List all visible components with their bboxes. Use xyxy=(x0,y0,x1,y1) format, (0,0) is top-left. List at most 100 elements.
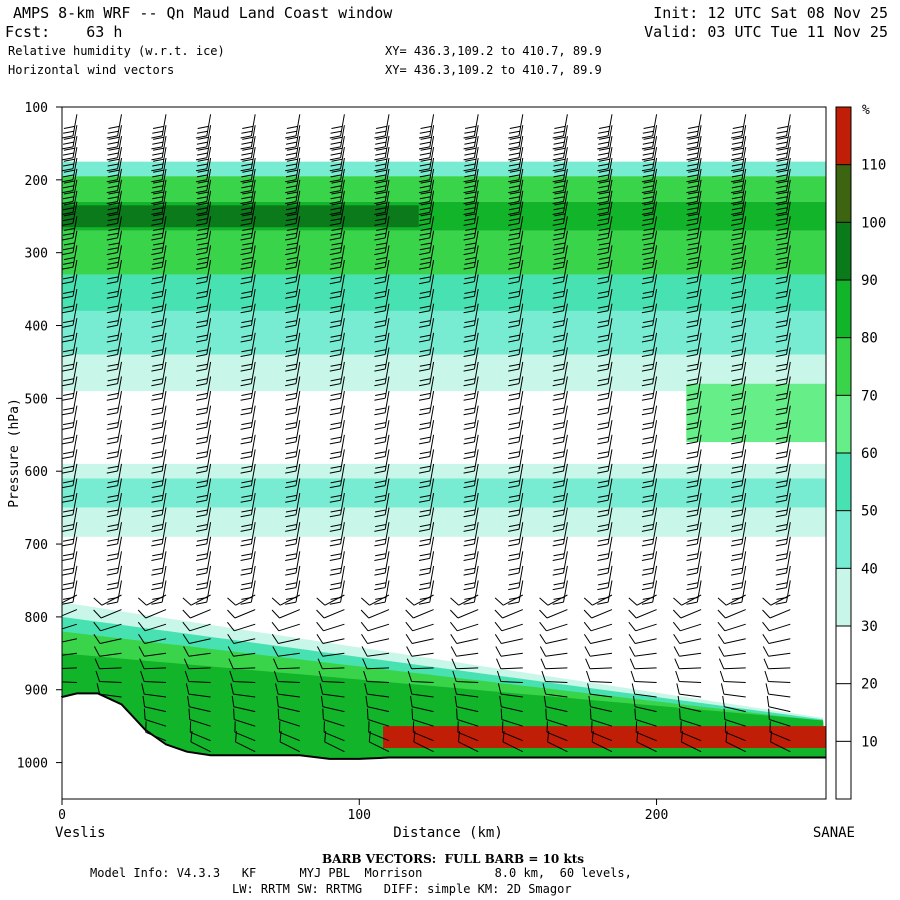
wind-barb xyxy=(552,478,568,503)
wind-barb xyxy=(539,594,568,606)
wind-barb xyxy=(285,565,301,591)
wind-barb xyxy=(463,318,479,343)
wind-barb xyxy=(106,318,122,343)
wind-barb xyxy=(641,114,658,139)
wind-barb xyxy=(766,695,791,713)
wind-barb xyxy=(677,695,702,713)
wind-barb xyxy=(106,449,122,474)
colorbar-unit: % xyxy=(862,103,870,118)
wind-barb xyxy=(285,347,301,372)
wind-barb xyxy=(62,274,78,299)
wind-barb xyxy=(329,565,345,591)
wind-barb xyxy=(151,493,167,518)
wind-barb xyxy=(641,420,658,445)
wind-barb xyxy=(240,332,256,357)
wind-barb xyxy=(62,565,78,591)
wind-barb xyxy=(686,114,702,139)
wind-barb xyxy=(285,147,301,172)
wind-barb xyxy=(636,730,657,753)
wind-barb xyxy=(285,318,301,343)
wind-barb xyxy=(495,646,523,657)
wind-barb xyxy=(329,434,345,459)
wind-barb xyxy=(329,259,345,285)
wind-barb xyxy=(360,621,390,632)
wind-barb xyxy=(96,683,122,698)
wind-barb xyxy=(143,708,167,727)
wind-barb xyxy=(271,634,300,644)
wind-barb xyxy=(329,449,345,474)
wind-barb xyxy=(62,522,78,547)
wind-barb xyxy=(552,168,568,194)
wind-barb xyxy=(329,274,345,299)
wind-barb xyxy=(418,125,435,150)
wind-barb xyxy=(552,376,568,401)
wind-barb xyxy=(686,463,702,489)
colorbar-tick-label: 100 xyxy=(861,215,886,231)
colorbar-swatch xyxy=(836,222,851,280)
wind-barb xyxy=(273,670,300,683)
wind-barb xyxy=(585,658,613,670)
wind-barb xyxy=(62,318,78,343)
wind-barb xyxy=(463,114,479,139)
wind-barb xyxy=(539,634,568,644)
wind-barb xyxy=(508,332,524,357)
wind-barb xyxy=(641,536,658,561)
wind-barb xyxy=(673,634,702,644)
wind-barb xyxy=(775,478,791,503)
wind-barb xyxy=(240,201,256,226)
wind-barb xyxy=(235,730,256,753)
wind-barb xyxy=(641,216,658,241)
y-axis-label: Pressure (hPa) xyxy=(7,398,22,508)
wind-barb xyxy=(240,259,256,285)
wind-barb xyxy=(731,179,747,205)
wind-barb xyxy=(374,245,390,270)
wind-barb xyxy=(408,683,434,698)
wind-barb xyxy=(240,125,256,150)
wind-barb xyxy=(106,114,122,139)
wind-barb xyxy=(151,147,167,172)
wind-barb xyxy=(463,405,479,430)
wind-barb xyxy=(62,303,78,328)
rh-band xyxy=(62,274,826,311)
wind-barb xyxy=(195,289,212,314)
wind-barb xyxy=(508,157,524,183)
wind-barb xyxy=(641,507,658,532)
wind-barb xyxy=(450,594,479,606)
wind-barb xyxy=(641,449,658,474)
wind-barb xyxy=(106,463,122,489)
wind-barb xyxy=(151,136,167,161)
wind-barb xyxy=(62,551,78,576)
y-tick-label: 500 xyxy=(25,392,48,407)
wind-barb xyxy=(106,289,122,314)
wind-barb xyxy=(458,730,479,753)
header-title: AMPS 8-km WRF -- Qn Maud Land Coast wind… xyxy=(13,4,393,22)
wind-barb xyxy=(62,190,78,215)
wind-barb xyxy=(731,463,747,489)
wind-barb xyxy=(329,125,345,150)
wind-barb xyxy=(62,168,78,194)
wind-barb xyxy=(195,463,212,489)
wind-barb xyxy=(106,230,122,256)
wind-barb xyxy=(412,721,434,742)
wind-barb xyxy=(106,168,122,194)
wind-barb xyxy=(463,303,479,328)
wind-barb xyxy=(195,125,212,150)
wind-barb xyxy=(508,318,524,343)
colorbar-tick-label: 60 xyxy=(861,446,878,462)
wind-barb xyxy=(195,565,212,591)
wind-barb xyxy=(418,136,435,161)
wind-barb xyxy=(62,216,78,241)
wind-barb xyxy=(508,536,524,561)
colorbar-swatch xyxy=(836,626,851,684)
wind-barb xyxy=(62,405,78,430)
wind-barb xyxy=(731,168,747,194)
wind-barb xyxy=(450,621,479,632)
rh-band xyxy=(62,230,826,275)
wind-barb xyxy=(195,136,212,161)
wind-barb xyxy=(62,361,78,387)
wind-barb xyxy=(641,551,658,576)
wind-barb xyxy=(552,565,568,591)
wind-barb xyxy=(552,493,568,518)
wind-barb xyxy=(630,670,657,683)
wind-barb xyxy=(106,179,122,205)
